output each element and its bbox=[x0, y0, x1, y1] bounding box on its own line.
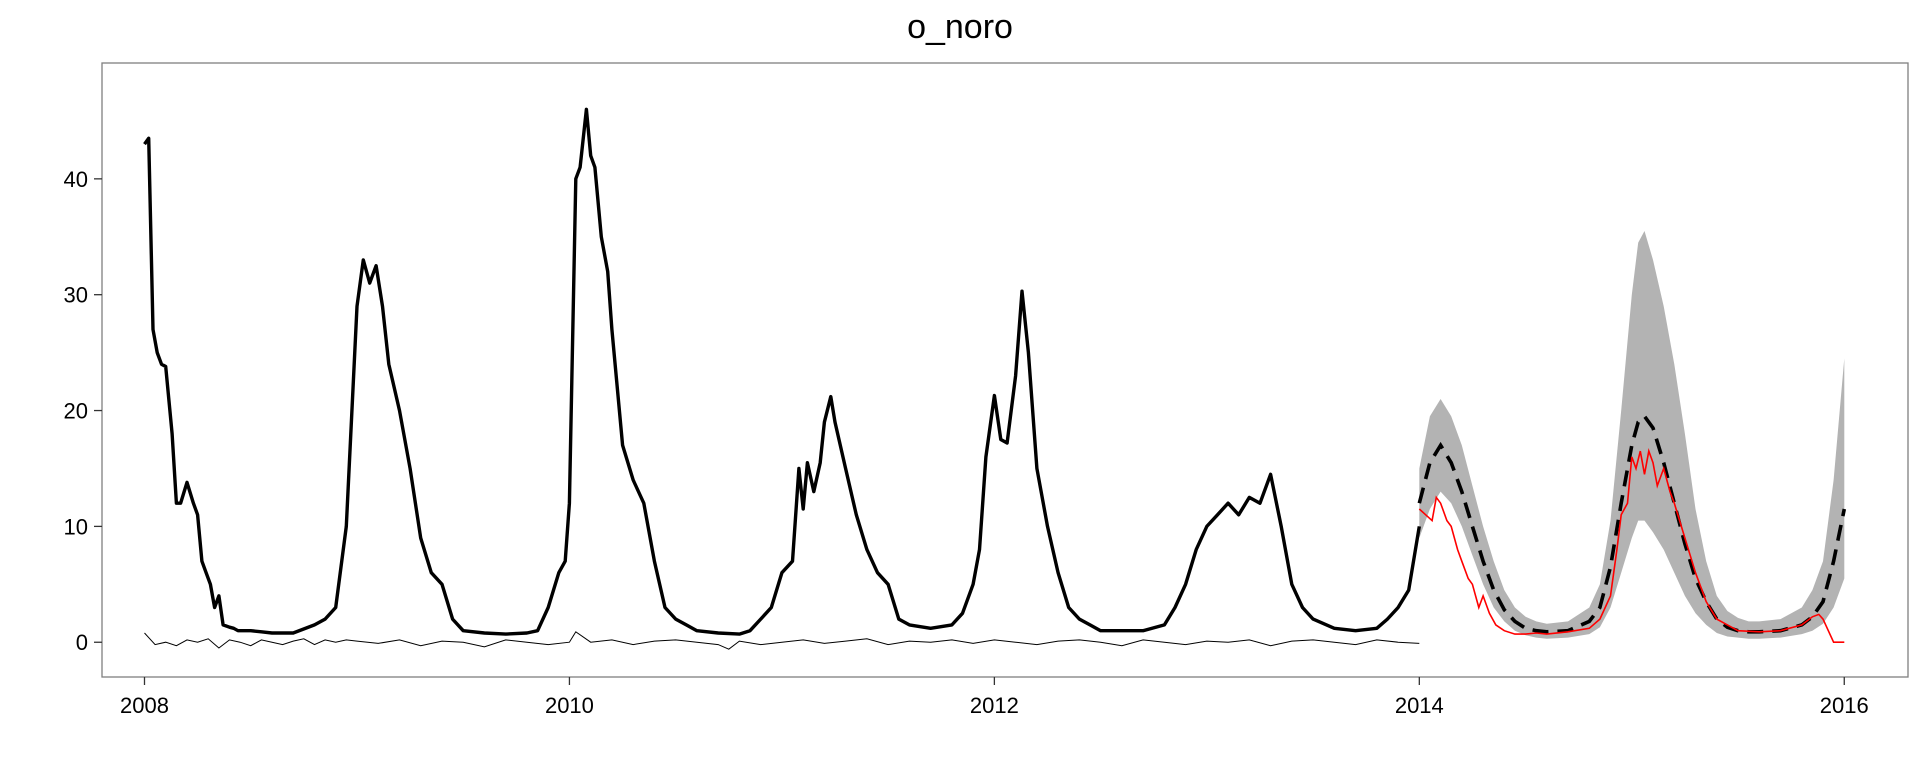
plot-border bbox=[101, 62, 1909, 678]
residual-line bbox=[144, 631, 1420, 650]
y-tick-label: 0 bbox=[76, 630, 88, 655]
observed-line bbox=[143, 107, 1421, 636]
y-tick-label: 30 bbox=[64, 283, 88, 308]
y-tick-label: 20 bbox=[64, 399, 88, 424]
actual-line bbox=[1418, 448, 1845, 643]
x-tick-label: 2014 bbox=[1395, 693, 1444, 718]
chart-title: o_noro bbox=[907, 8, 1013, 46]
x-tick-label: 2012 bbox=[970, 693, 1019, 718]
forecast-interval-band bbox=[1419, 231, 1845, 639]
x-tick-label: 2008 bbox=[120, 693, 169, 718]
y-tick-label: 40 bbox=[64, 167, 88, 192]
x-tick-label: 2010 bbox=[545, 693, 594, 718]
x-tick-label: 2016 bbox=[1820, 693, 1869, 718]
y-tick-label: 10 bbox=[64, 514, 88, 539]
